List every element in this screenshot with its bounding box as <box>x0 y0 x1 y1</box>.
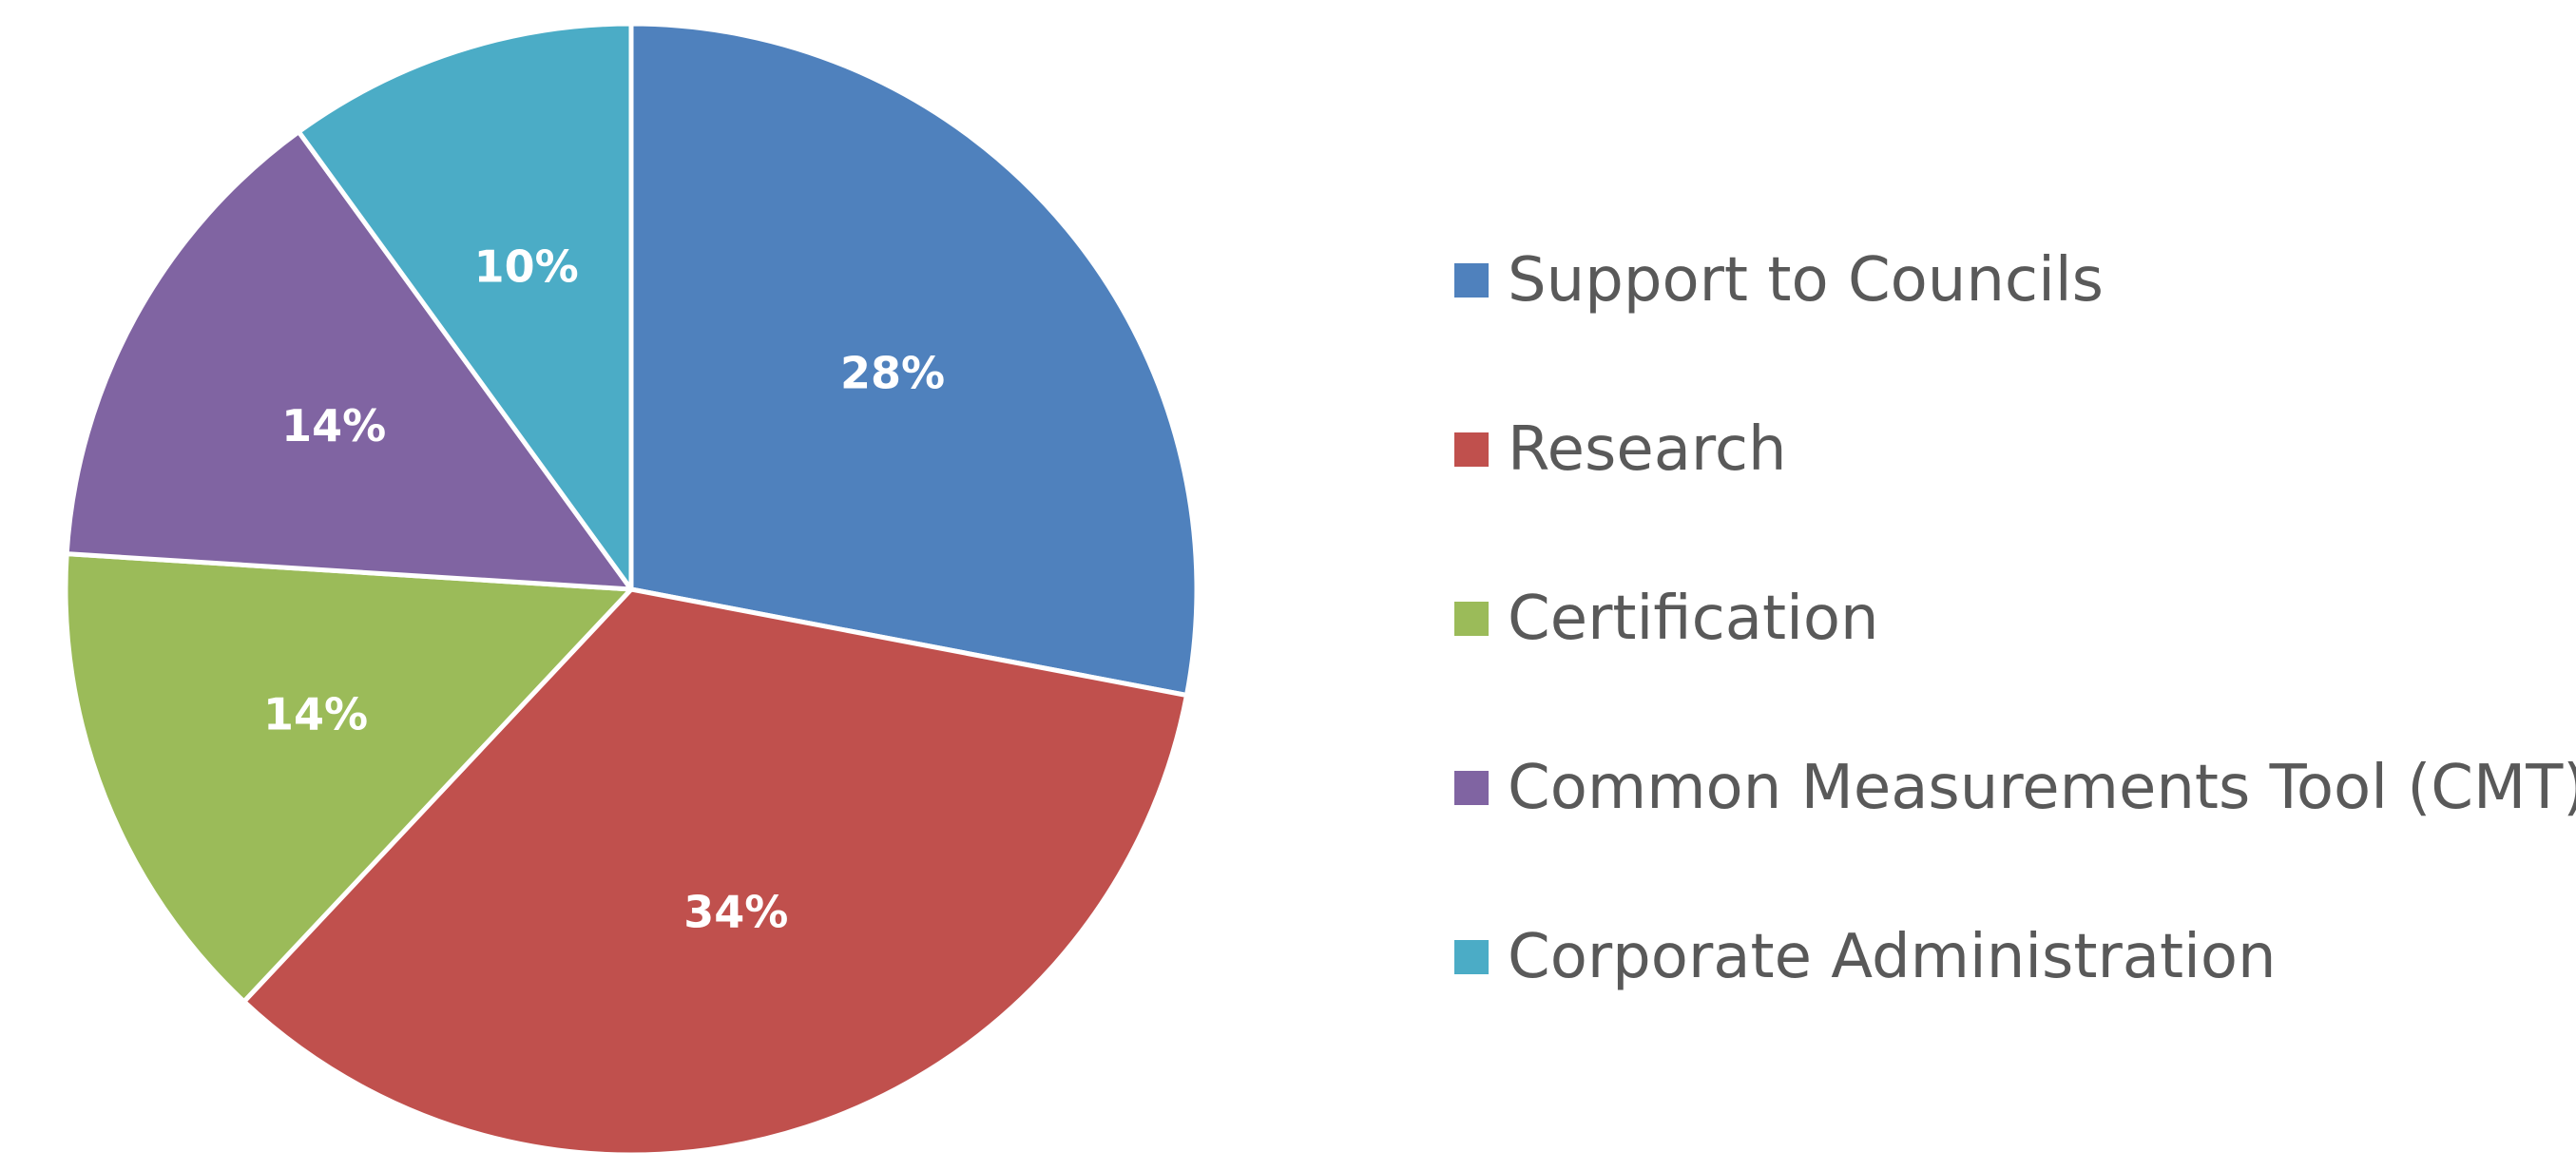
data-label-corporate-administration: 10% <box>474 241 579 293</box>
legend-label-research: Research <box>1508 414 1787 485</box>
data-label-support-to-councils: 28% <box>840 347 945 398</box>
legend-label-certification: Certification <box>1508 584 1879 654</box>
data-label-certification: 14% <box>263 688 368 739</box>
legend-swatch-certification <box>1454 602 1489 636</box>
pie-slice-research <box>241 586 1189 1158</box>
legend-swatch-corporate-administration <box>1454 940 1489 974</box>
pie-slice-support-to-councils <box>628 21 1200 698</box>
legend-label-corporate-administration: Corporate Administration <box>1508 922 2277 992</box>
pie-slices <box>63 21 1200 1158</box>
legend-label-common-measurements-tool-cmt: Common Measurements Tool (CMT) <box>1508 753 2576 823</box>
data-label-research: 34% <box>683 887 788 938</box>
legend: Support to Councils Research Certification… <box>1454 245 2576 992</box>
legend-swatch-support-to-councils <box>1454 263 1489 298</box>
legend-swatch-common-measurements-tool-cmt <box>1454 771 1489 805</box>
pie-slice-common-measurements-tool-cmt <box>64 129 634 592</box>
data-label-common-measurements-tool-cmt: 14% <box>281 400 386 451</box>
pie-slice-certification <box>63 551 634 1005</box>
pie-slice-corporate-administration <box>296 21 634 592</box>
legend-label-support-to-councils: Support to Councils <box>1508 245 2104 316</box>
pie-data-labels: 28% 34% 14% 14% 10% <box>263 241 945 938</box>
legend-swatch-research <box>1454 432 1489 467</box>
